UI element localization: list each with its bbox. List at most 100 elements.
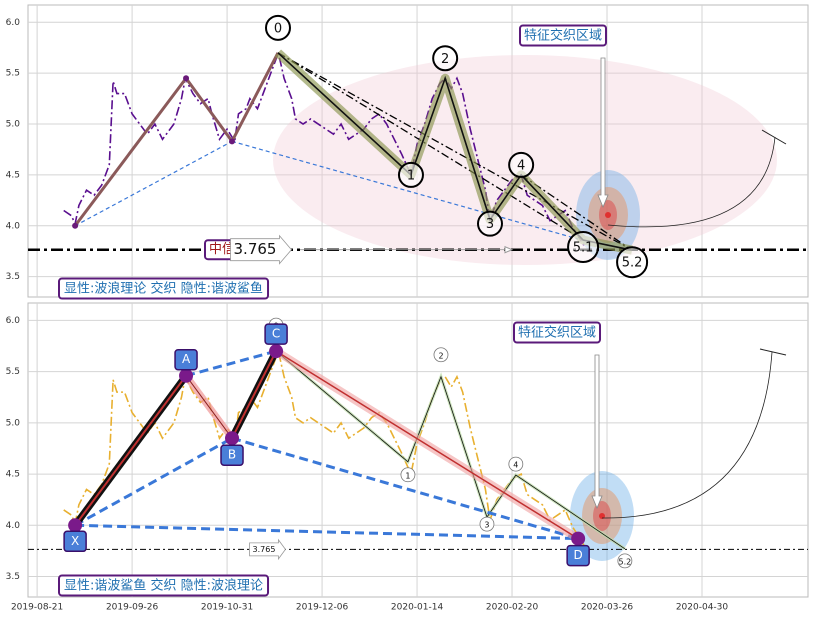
y-tick-label: 5.5 xyxy=(6,69,20,79)
wave-label-circle xyxy=(508,456,524,472)
harmonic-point xyxy=(68,518,83,533)
harmonic-label: D xyxy=(574,548,583,562)
wave-label: 0 xyxy=(274,21,282,36)
zone-label: 特征交织区域 xyxy=(524,28,602,44)
wave-label-circle xyxy=(476,210,503,237)
harmonic-legs xyxy=(73,52,280,227)
harmonic-label: X xyxy=(71,534,79,548)
harmonic-guide xyxy=(74,436,233,527)
y-tick-label: 4.5 xyxy=(6,170,20,180)
zone-label-box xyxy=(512,321,602,344)
y-tick-label: 5.5 xyxy=(6,367,20,377)
harmonic-label-box xyxy=(566,544,590,567)
x-tick-label: 2019-12-06 xyxy=(296,603,349,613)
harmonic-label-box xyxy=(264,323,288,345)
harmonic-point xyxy=(229,138,236,145)
wave-label: 1 xyxy=(407,168,415,183)
harmonic-label: A xyxy=(182,352,191,366)
harmonic-label: C xyxy=(272,327,280,341)
wave-guide xyxy=(520,174,633,251)
y-tick-label: 3.5 xyxy=(6,272,20,282)
x-tick-label: 2019-09-26 xyxy=(106,603,159,613)
wave-label-circle xyxy=(616,246,649,279)
wave-label: 3 xyxy=(486,217,494,232)
wave-label-circle xyxy=(264,14,291,41)
harmonic-guide xyxy=(231,140,579,240)
x-tick-label: 2020-01-14 xyxy=(391,603,444,613)
wave-label-circle xyxy=(433,347,449,363)
harmonic-point xyxy=(225,431,240,446)
legend-box xyxy=(58,277,270,300)
wave-label: 5.2 xyxy=(619,557,632,566)
harmonic-guide xyxy=(74,140,233,227)
harmonic-point xyxy=(72,222,79,229)
harmonic-label-box xyxy=(220,444,244,466)
harmonic-leg xyxy=(275,350,579,540)
wave-label-circle xyxy=(617,553,633,569)
wave-label: 5.1 xyxy=(573,241,594,256)
harmonic-point xyxy=(571,531,586,546)
wave-label: 2 xyxy=(441,52,449,67)
level-name: 中信 xyxy=(209,242,235,257)
wave-guide xyxy=(277,52,633,251)
zone-arrow xyxy=(591,354,603,510)
harmonic-label-box xyxy=(174,348,198,371)
level-label-arrow xyxy=(249,538,286,561)
legend-text: 显性:波浪理论 交织 隐性:谐波鲨鱼 xyxy=(64,281,263,297)
level-label-arrow xyxy=(230,234,293,265)
y-tick-label: 4.0 xyxy=(6,521,21,531)
zone-label: 特征交织区域 xyxy=(518,325,596,341)
zone-arrow xyxy=(597,57,609,209)
y-tick-label: 4.5 xyxy=(6,470,20,480)
wave-label-circle xyxy=(432,45,459,72)
legend-text: 显性:谐波鲨鱼 交织 隐性:波浪理论 xyxy=(64,578,263,594)
level-pointer-head xyxy=(504,245,514,254)
harmonic-leg xyxy=(185,375,233,439)
wave-guide xyxy=(277,52,584,241)
wave-label-circle xyxy=(397,161,424,188)
harmonic-guide xyxy=(231,436,579,541)
x-tick-label: 2020-03-26 xyxy=(581,603,634,613)
harmonic-leg xyxy=(74,375,187,526)
wave-label-circle xyxy=(479,516,495,532)
y-tick-label: 3.5 xyxy=(6,572,20,582)
wave-label-circle xyxy=(400,467,416,483)
harmonic-point xyxy=(269,344,284,359)
target-dot xyxy=(599,513,605,519)
x-tick-label: 2019-10-31 xyxy=(201,603,253,613)
wave-label: 3 xyxy=(484,521,489,530)
plot-area xyxy=(27,302,809,598)
y-tick-label: 4.0 xyxy=(6,221,21,231)
projection-bracket xyxy=(761,129,787,145)
y-tick-label: 6.0 xyxy=(6,18,21,28)
harmonic-label: B xyxy=(228,448,236,462)
projection-arc xyxy=(601,351,773,519)
projection-bracket xyxy=(759,348,787,356)
y-tick-label: 5.0 xyxy=(6,418,21,428)
x-tick-label: 2020-04-30 xyxy=(676,603,729,613)
harmonic-leg xyxy=(231,350,277,439)
harmonic-point xyxy=(179,368,194,383)
harmonic-guide xyxy=(185,349,277,378)
legend-box xyxy=(58,574,270,597)
level-label: 3.765 xyxy=(234,240,277,258)
x-tick-label: 2020-02-20 xyxy=(486,603,539,613)
wave-label: 4 xyxy=(517,158,525,173)
harmonic-label-box xyxy=(63,530,87,553)
wave-label-circle xyxy=(508,151,535,178)
x-tick-label: 2019-08-21 xyxy=(11,603,63,613)
wave-label: 4 xyxy=(513,461,518,470)
wave-line xyxy=(275,350,626,550)
harmonic-point xyxy=(183,75,190,82)
level-label: 3.765 xyxy=(253,545,276,554)
wave-label: 1 xyxy=(405,471,410,480)
wave-label: 2 xyxy=(438,351,443,360)
target-dot xyxy=(605,212,611,218)
y-tick-label: 6.0 xyxy=(6,316,21,326)
y-tick-label: 5.0 xyxy=(6,120,21,130)
projection-arc xyxy=(607,136,776,228)
wave-label: 5.2 xyxy=(622,256,643,271)
zone-label-box xyxy=(518,24,608,47)
wave-label-circle xyxy=(567,231,600,264)
